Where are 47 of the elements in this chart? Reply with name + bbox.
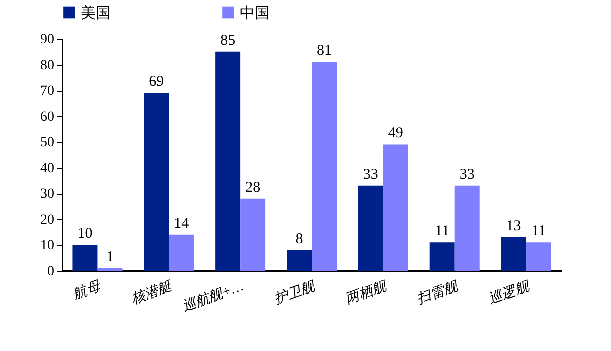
bar — [501, 237, 526, 271]
data-label: 8 — [296, 231, 304, 248]
bar — [312, 62, 337, 271]
data-label: 49 — [388, 126, 404, 142]
data-label: 10 — [78, 226, 93, 242]
bar — [526, 242, 552, 271]
data-label: 14 — [174, 216, 190, 232]
y-tick-label: 50 — [40, 136, 54, 151]
data-label: 85 — [220, 32, 236, 49]
y-tick-label: 20 — [40, 212, 54, 228]
y-tick-label: 40 — [40, 161, 54, 176]
y-tick-label: 10 — [40, 238, 54, 254]
data-label: 13 — [506, 218, 522, 234]
bar — [240, 198, 266, 271]
data-label: 33 — [460, 166, 475, 183]
bar — [383, 144, 408, 271]
y-tick-label: 60 — [40, 110, 54, 125]
data-label: 28 — [246, 180, 261, 196]
data-label: 11 — [532, 224, 546, 240]
x-tick-label: 两栖舰 — [344, 278, 390, 308]
data-label: 33 — [363, 166, 378, 183]
x-tick-label: 护卫舰 — [272, 278, 320, 308]
x-tick-label: 巡航舰+… — [180, 278, 246, 316]
x-tick-label: 核潜艇 — [129, 278, 176, 308]
data-label: 69 — [149, 74, 164, 90]
x-tick-label: 扫雷舰 — [415, 278, 462, 308]
y-tick-label: 0 — [48, 264, 54, 280]
bar — [72, 245, 98, 271]
bar — [454, 186, 480, 271]
x-tick-label: 巡逻舰 — [486, 278, 534, 308]
data-label: 81 — [317, 43, 332, 60]
data-label: 11 — [435, 224, 450, 240]
legend-label: 中国 — [240, 4, 270, 22]
bar — [98, 268, 123, 271]
bar — [430, 242, 455, 271]
bar — [358, 186, 384, 271]
bar — [169, 234, 194, 271]
bar — [144, 93, 170, 271]
y-tick-label: 70 — [40, 84, 54, 100]
y-tick-label: 90 — [40, 32, 54, 48]
bar — [216, 52, 241, 271]
data-label: 1 — [106, 249, 114, 266]
y-tick-label: 80 — [40, 58, 54, 74]
y-tick-label: 30 — [40, 187, 54, 202]
bar — [287, 250, 312, 271]
x-tick-label: 航母 — [70, 278, 105, 304]
legend-label: 美国 — [81, 4, 111, 22]
